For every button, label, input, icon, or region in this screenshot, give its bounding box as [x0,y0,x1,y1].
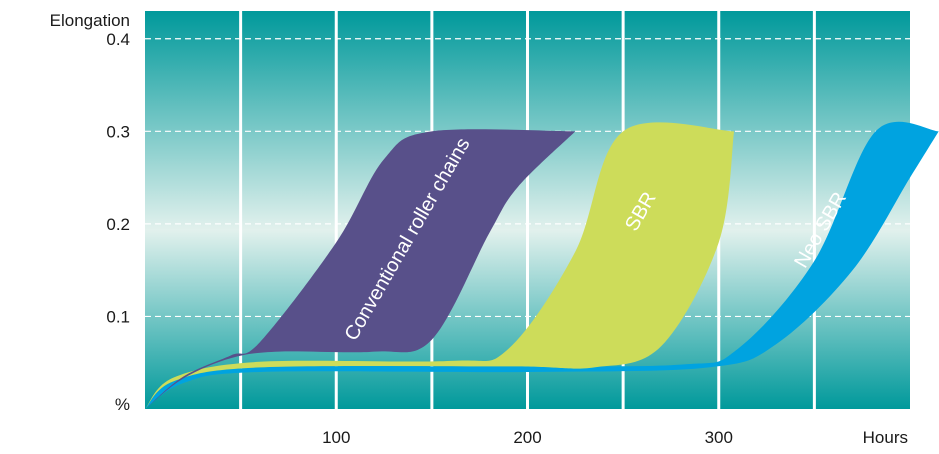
y-axis-title: Elongation [50,11,130,30]
y-tick-label: 0.4 [106,30,130,49]
x-tick-label: 300 [705,428,733,447]
y-axis-unit: % [115,395,130,414]
y-tick-label: 0.2 [106,215,130,234]
band-sbr [145,122,735,409]
axis-ticks: 100 200 300 0.1 0.2 0.3 0.4 [106,30,733,447]
x-tick-label: 100 [322,428,350,447]
y-tick-label: 0.3 [106,122,130,141]
band-conventional-roller-chains [145,129,576,409]
x-tick-label: 200 [513,428,541,447]
x-axis-title: Hours [863,428,908,447]
y-tick-label: 0.1 [106,307,130,326]
